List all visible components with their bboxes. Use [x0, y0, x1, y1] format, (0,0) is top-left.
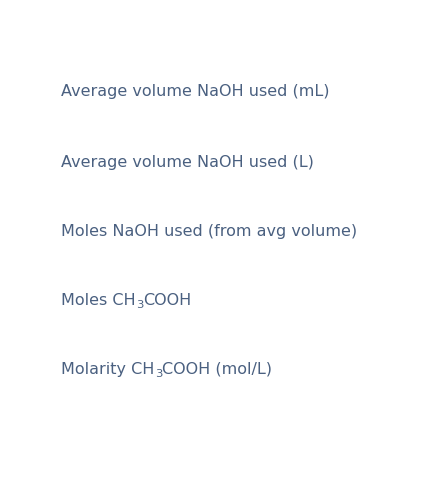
Text: Moles CH: Moles CH [61, 293, 136, 308]
Text: Average volume NaOH used (mL): Average volume NaOH used (mL) [61, 84, 330, 99]
Text: Average volume NaOH used (L): Average volume NaOH used (L) [61, 155, 314, 170]
Text: COOH (mol/L): COOH (mol/L) [162, 362, 272, 377]
Text: Molarity CH: Molarity CH [61, 362, 155, 377]
Text: Moles NaOH used (from avg volume): Moles NaOH used (from avg volume) [61, 224, 357, 239]
Text: 3: 3 [136, 300, 143, 310]
Text: COOH: COOH [143, 293, 191, 308]
Text: 3: 3 [155, 369, 162, 379]
